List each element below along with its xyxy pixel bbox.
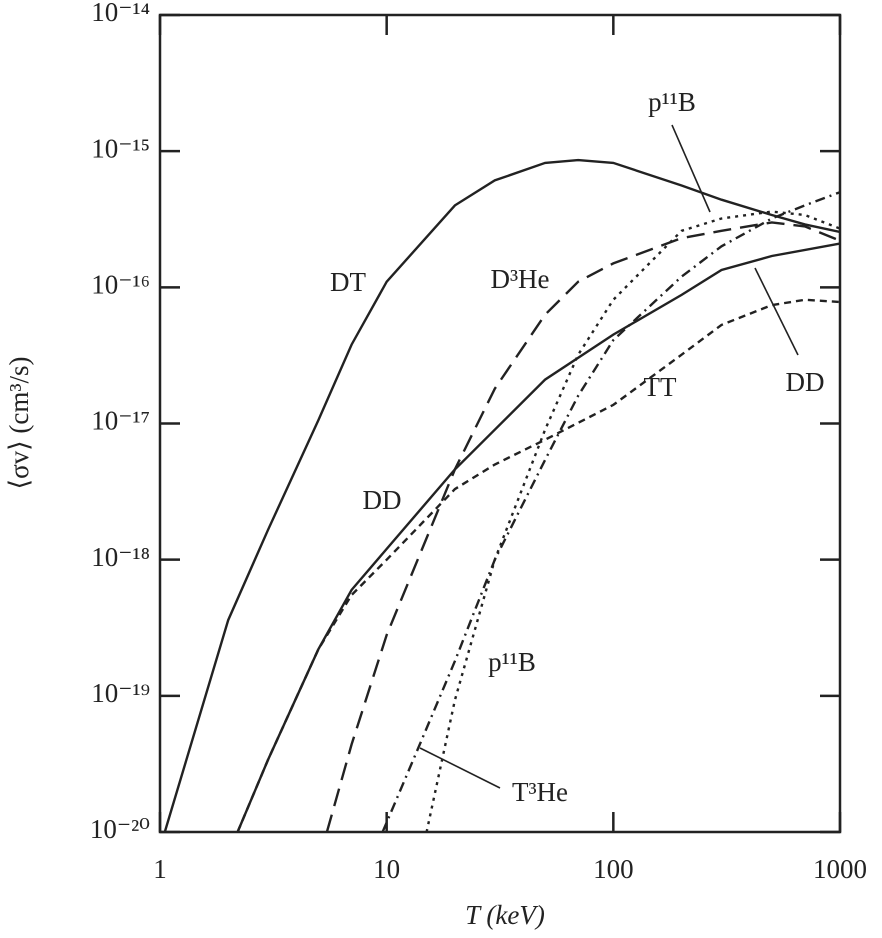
series-label: TT bbox=[644, 372, 677, 402]
leader-line bbox=[419, 747, 501, 789]
x-tick-label: 1 bbox=[153, 854, 167, 884]
y-tick-label: 10⁻¹⁸ bbox=[91, 542, 150, 572]
curves bbox=[163, 158, 840, 832]
series-curve bbox=[425, 210, 840, 832]
annotation: p¹¹B bbox=[648, 87, 696, 117]
y-tick-label: 10⁻¹⁷ bbox=[91, 406, 150, 436]
leader-line bbox=[754, 267, 799, 356]
series-curve bbox=[163, 158, 840, 832]
series-curve bbox=[236, 298, 840, 832]
annotation: DD bbox=[786, 367, 825, 397]
series-curve bbox=[236, 242, 840, 832]
series-label: T³He bbox=[512, 777, 568, 807]
y-tick-label: 10⁻¹⁶ bbox=[91, 270, 150, 300]
series-curve bbox=[381, 191, 840, 832]
x-tick-label: 10 bbox=[373, 854, 400, 884]
x-tick-label: 100 bbox=[593, 854, 634, 884]
y-tick-label: 10⁻¹⁴ bbox=[91, 0, 150, 27]
x-tick-label: 1000 bbox=[813, 854, 867, 884]
y-axis-label: ⟨σv⟩ (cm³/s) bbox=[4, 357, 34, 490]
leader-line bbox=[671, 124, 711, 213]
series-label: DT bbox=[330, 267, 366, 297]
series-label: D³He bbox=[490, 264, 549, 294]
y-tick-label: 10⁻¹⁹ bbox=[91, 678, 150, 708]
series-label: p¹¹B bbox=[488, 647, 536, 677]
series-label: DD bbox=[363, 485, 402, 515]
y-tick-label: 10⁻²⁰ bbox=[90, 814, 150, 844]
x-axis-label: T (keV) bbox=[465, 900, 545, 930]
y-tick-label: 10⁻¹⁵ bbox=[91, 133, 150, 163]
series-curve bbox=[325, 221, 840, 832]
